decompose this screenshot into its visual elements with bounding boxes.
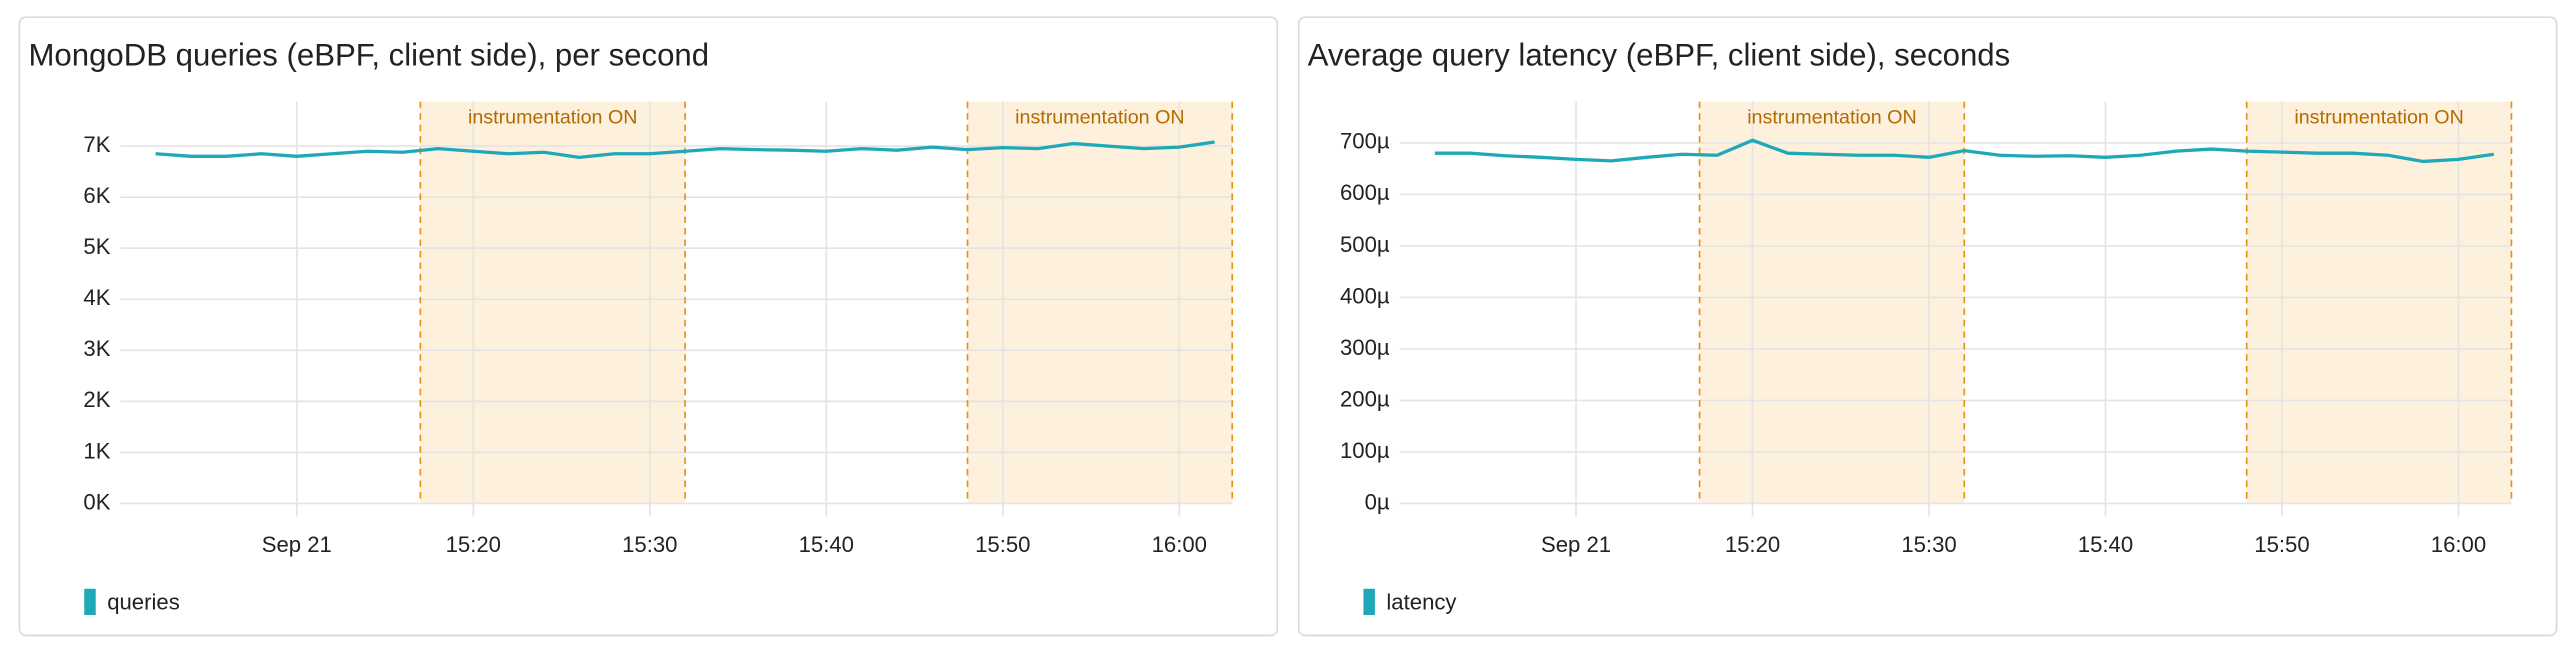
y-tick-label: 400µ (1340, 283, 1390, 308)
annotation-region (967, 101, 1233, 504)
annotation-label: instrumentation ON (1747, 106, 1916, 128)
y-tick-label: 1K (83, 438, 110, 463)
x-tick-label: Sep 21 (262, 532, 332, 557)
x-tick-label: Sep 21 (1541, 532, 1611, 557)
chart-panel: MongoDB queries (eBPF, client side), per… (28, 38, 1234, 615)
annotation-label: instrumentation ON (468, 106, 637, 128)
legend-label: latency (1386, 589, 1457, 614)
y-tick-label: 4K (83, 285, 110, 310)
y-tick-label: 0K (83, 489, 110, 514)
x-tick-label: 15:40 (799, 532, 854, 557)
y-tick-label: 6K (83, 183, 110, 208)
x-tick-label: 15:50 (975, 532, 1030, 557)
x-tick-label: 15:50 (2254, 532, 2309, 557)
y-tick-label: 7K (83, 132, 110, 157)
x-tick-label: 16:00 (1152, 532, 1207, 557)
legend-label: queries (107, 589, 180, 614)
data-line (155, 140, 1215, 159)
y-tick-label: 3K (83, 336, 110, 361)
legend-swatch (84, 588, 96, 615)
legend-swatch (1363, 588, 1375, 615)
x-tick-label: 15:40 (2078, 532, 2133, 557)
annotation-label: instrumentation ON (1015, 106, 1184, 128)
annotation-region (1699, 101, 1965, 504)
chart-title: Average query latency (eBPF, client side… (1308, 38, 2011, 73)
y-tick-label: 100µ (1340, 438, 1390, 463)
y-tick-label: 700µ (1340, 129, 1390, 154)
x-tick-label: 15:30 (622, 532, 677, 557)
y-tick-label: 5K (83, 234, 110, 259)
y-tick-label: 2K (83, 387, 110, 412)
annotation-region (420, 101, 686, 504)
y-tick-label: 0µ (1365, 489, 1390, 514)
x-tick-label: 16:00 (2431, 532, 2486, 557)
x-tick-label: 15:20 (446, 532, 501, 557)
y-tick-label: 600µ (1340, 180, 1390, 205)
y-tick-label: 300µ (1340, 335, 1390, 360)
y-tick-label: 500µ (1340, 232, 1390, 257)
chart-panel: Average query latency (eBPF, client side… (1308, 38, 2513, 615)
annotation-region (2246, 101, 2512, 504)
x-tick-label: 15:20 (1725, 532, 1780, 557)
x-tick-label: 15:30 (1901, 532, 1956, 557)
chart-title: MongoDB queries (eBPF, client side), per… (28, 38, 709, 73)
y-tick-label: 200µ (1340, 386, 1390, 411)
data-line (1434, 138, 2495, 164)
annotation-label: instrumentation ON (2294, 106, 2463, 128)
